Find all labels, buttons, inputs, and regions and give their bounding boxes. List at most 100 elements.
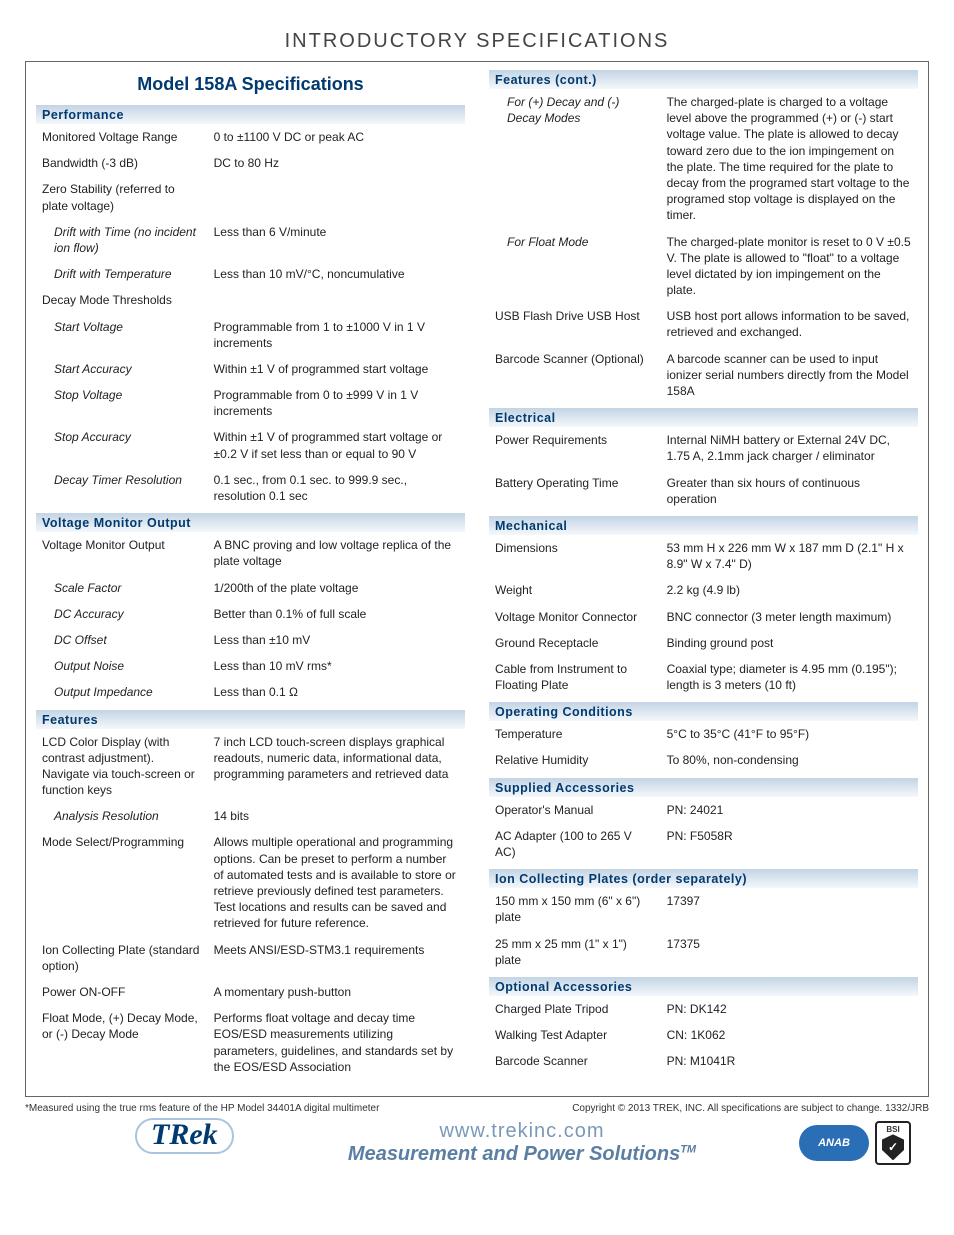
table-row: Scale Factor1/200th of the plate voltage [36,575,465,601]
section-operating: Operating Conditions [489,702,918,721]
spec-value: Programmable from 0 to ±999 V in 1 V inc… [208,382,465,424]
footer-badges: ANAB BSI ✓ [799,1121,929,1165]
footer-url: www.trekinc.com [245,1120,799,1143]
spec-value: Coaxial type; diameter is 4.95 mm (0.195… [661,656,918,698]
table-row: Analysis Resolution14 bits [36,803,465,829]
spec-value: Meets ANSI/ESD-STM3.1 requirements [208,937,465,979]
spec-label: Float Mode, (+) Decay Mode, or (-) Decay… [36,1005,208,1080]
table-row: Float Mode, (+) Decay Mode, or (-) Decay… [36,1005,465,1080]
spec-label: Drift with Time (no incident ion flow) [36,219,208,261]
table-row: Drift with Time (no incident ion flow)Le… [36,219,465,261]
spec-label: USB Flash Drive USB Host [489,303,661,345]
spec-value: To 80%, non-condensing [661,747,918,773]
section-electrical: Electrical [489,408,918,427]
spec-label: Cable from Instrument to Floating Plate [489,656,661,698]
spec-value: 1/200th of the plate voltage [208,575,465,601]
table-row: Monitored Voltage Range0 to ±1100 V DC o… [36,124,465,150]
spec-value: 53 mm H x 226 mm W x 187 mm D (2.1" H x … [661,535,918,577]
section-mechanical: Mechanical [489,516,918,535]
table-row: Battery Operating TimeGreater than six h… [489,470,918,512]
section-performance: Performance [36,105,465,124]
table-features-cont: For (+) Decay and (-) Decay ModesThe cha… [489,89,918,404]
spec-label: Bandwidth (-3 dB) [36,150,208,176]
table-row: USB Flash Drive USB HostUSB host port al… [489,303,918,345]
spec-value: A momentary push-button [208,979,465,1005]
spec-label: Analysis Resolution [36,803,208,829]
spec-label: Operator's Manual [489,797,661,823]
table-row: Power RequirementsInternal NiMH battery … [489,427,918,469]
spec-label: LCD Color Display (with contrast adjustm… [36,729,208,804]
spec-label: Ion Collecting Plate (standard option) [36,937,208,979]
spec-label: Battery Operating Time [489,470,661,512]
table-row: Voltage Monitor ConnectorBNC connector (… [489,604,918,630]
spec-value: Less than 10 mV rms* [208,653,465,679]
spec-value: PN: F5058R [661,823,918,865]
table-row: Mode Select/ProgrammingAllows multiple o… [36,829,465,936]
table-row: AC Adapter (100 to 265 V AC)PN: F5058R [489,823,918,865]
spec-value: Programmable from 1 to ±1000 V in 1 V in… [208,314,465,356]
copyright: Copyright © 2013 TREK, INC. All specific… [572,1103,929,1114]
table-mechanical: Dimensions53 mm H x 226 mm W x 187 mm D … [489,535,918,698]
section-features: Features [36,710,465,729]
spec-value: 5°C to 35°C (41°F to 95°F) [661,721,918,747]
spec-value [208,287,465,313]
table-operating: Temperature5°C to 35°C (41°F to 95°F)Rel… [489,721,918,773]
spec-value: 2.2 kg (4.9 lb) [661,577,918,603]
spec-label: Ground Receptacle [489,630,661,656]
footer: TRek www.trekinc.com Measurement and Pow… [25,1118,929,1168]
spec-value: Less than 10 mV/°C, noncumulative [208,261,465,287]
table-row: Voltage Monitor OutputA BNC proving and … [36,532,465,574]
spec-label: AC Adapter (100 to 265 V AC) [489,823,661,865]
table-row: 25 mm x 25 mm (1" x 1") plate17375 [489,931,918,973]
spec-label: Stop Voltage [36,382,208,424]
spec-value: Binding ground post [661,630,918,656]
spec-label: Drift with Temperature [36,261,208,287]
spec-value: PN: 24021 [661,797,918,823]
table-row: Charged Plate TripodPN: DK142 [489,996,918,1022]
spec-label: Mode Select/Programming [36,829,208,936]
spec-label: Barcode Scanner [489,1048,661,1074]
spec-label: For Float Mode [489,229,661,304]
spec-value: PN: M1041R [661,1048,918,1074]
spec-label: DC Accuracy [36,601,208,627]
left-column: Model 158A Specifications Performance Mo… [36,70,477,1084]
section-optional: Optional Accessories [489,977,918,996]
spec-value: The charged-plate is charged to a voltag… [661,89,918,229]
bsi-text: BSI [886,1125,899,1134]
spec-value: A BNC proving and low voltage replica of… [208,532,465,574]
spec-label: 150 mm x 150 mm (6" x 6") plate [489,888,661,930]
table-row: Output ImpedanceLess than 0.1 Ω [36,679,465,705]
spec-label: Barcode Scanner (Optional) [489,346,661,405]
table-row: Bandwidth (-3 dB)DC to 80 Hz [36,150,465,176]
spec-value: USB host port allows information to be s… [661,303,918,345]
spec-value: DC to 80 Hz [208,150,465,176]
right-column: Features (cont.) For (+) Decay and (-) D… [477,70,918,1084]
spec-value [208,176,465,218]
table-row: 150 mm x 150 mm (6" x 6") plate17397 [489,888,918,930]
spec-label: Weight [489,577,661,603]
spec-label: Power ON-OFF [36,979,208,1005]
table-row: Stop VoltageProgrammable from 0 to ±999 … [36,382,465,424]
table-row: Start VoltageProgrammable from 1 to ±100… [36,314,465,356]
page-title: INTRODUCTORY SPECIFICATIONS [25,30,929,53]
spec-label: Scale Factor [36,575,208,601]
spec-value: Better than 0.1% of full scale [208,601,465,627]
spec-label: Start Voltage [36,314,208,356]
table-row: Barcode ScannerPN: M1041R [489,1048,918,1074]
spec-value: 17375 [661,931,918,973]
spec-label: Power Requirements [489,427,661,469]
spec-value: Greater than six hours of continuous ope… [661,470,918,512]
spec-value: 14 bits [208,803,465,829]
table-row: Power ON-OFFA momentary push-button [36,979,465,1005]
spec-value: CN: 1K062 [661,1022,918,1048]
table-row: Ion Collecting Plate (standard option)Me… [36,937,465,979]
below-frame: *Measured using the true rms feature of … [25,1097,929,1114]
spec-value: 7 inch LCD touch-screen displays graphic… [208,729,465,804]
section-vmo: Voltage Monitor Output [36,513,465,532]
spec-value: Within ±1 V of programmed start voltage [208,356,465,382]
table-row: Drift with TemperatureLess than 10 mV/°C… [36,261,465,287]
table-row: Relative HumidityTo 80%, non-condensing [489,747,918,773]
spec-value: PN: DK142 [661,996,918,1022]
spec-value: 17397 [661,888,918,930]
table-row: Stop AccuracyWithin ±1 V of programmed s… [36,424,465,466]
